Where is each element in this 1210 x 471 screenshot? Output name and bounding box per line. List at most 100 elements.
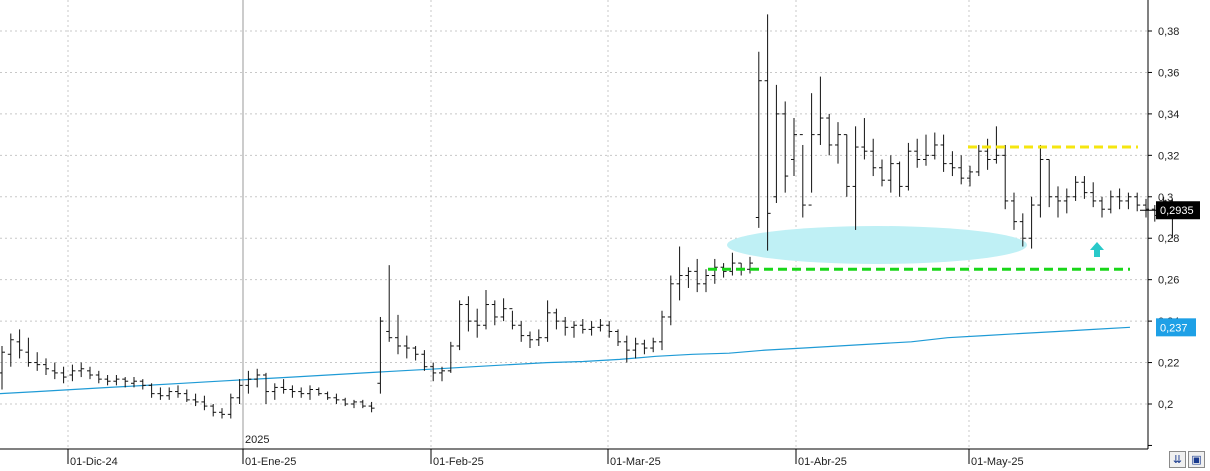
ohlc-bar (51, 362, 58, 380)
annotations-front (708, 145, 1138, 271)
ohlc-bar (535, 329, 542, 346)
ohlc-bar (271, 383, 278, 400)
ohlc-bar (359, 399, 366, 409)
ohlc-bar (315, 387, 322, 396)
x-tick-label: 01-Abr-25 (798, 456, 847, 468)
ohlc-bar (623, 335, 630, 363)
ohlc-bar (1090, 182, 1097, 208)
y-tick-label: 0,38 (1158, 26, 1179, 38)
x-tick-label: 01-Feb-25 (433, 456, 484, 468)
ohlc-bar (1099, 196, 1105, 218)
ohlc-bar (1116, 188, 1123, 210)
year-marker-label: 2025 (245, 434, 269, 446)
ohlc-bar (395, 314, 401, 355)
ohlc-bar (78, 362, 85, 378)
ohlc-bar (368, 401, 375, 413)
ohlc-bars (0, 14, 1185, 419)
ohlc-bar (861, 118, 868, 160)
ohlc-bar (755, 51, 762, 228)
ohlc-bar (791, 118, 797, 177)
ohlc-bar (95, 370, 102, 384)
ohlc-bar (782, 101, 789, 193)
moving-average-line (0, 326, 1131, 395)
ohlc-bar (500, 298, 507, 322)
save-button[interactable]: ▣ (1188, 451, 1205, 468)
ohlc-bar (1002, 144, 1009, 210)
ohlc-bar (139, 379, 146, 390)
ohlc-bar (210, 404, 217, 417)
ohlc-bar (377, 316, 384, 394)
ohlc-bar (931, 132, 938, 160)
ohlc-bar (34, 352, 41, 371)
ohlc-bar (1055, 186, 1061, 218)
ohlc-bar (940, 134, 947, 172)
ohlc-bar (148, 383, 155, 398)
ohlc-bar (667, 275, 674, 326)
ohlc-bar (0, 345, 5, 390)
ohlc-bar (729, 252, 736, 276)
ohlc-bar (183, 389, 190, 402)
ohlc-bar (1072, 176, 1079, 201)
ohlc-bar (958, 155, 965, 185)
ohlc-bar (703, 269, 709, 293)
last-price-label: 0,2935 (1160, 205, 1194, 217)
y-tick-label: 0,2 (1158, 399, 1173, 411)
ohlc-bar (236, 379, 243, 404)
ohlc-bar (307, 385, 313, 400)
ohlc-bar (588, 321, 595, 336)
x-tick-label: 01-Mar-25 (610, 456, 661, 468)
ohlc-bar (298, 387, 305, 398)
ohlc-bar (69, 364, 76, 382)
up-arrow-icon (1090, 242, 1104, 257)
ohlc-bar (25, 337, 32, 367)
ohlc-bar (879, 159, 885, 187)
ohlc-bar (386, 265, 393, 342)
ohlc-bar (1107, 190, 1114, 214)
ohlc-bar (615, 329, 621, 346)
ohlc-bar (773, 84, 780, 203)
ohlc-bar (579, 319, 586, 334)
ohlc-bar (465, 296, 472, 332)
ohlc-bar (808, 93, 815, 206)
ohlc-bar (474, 308, 481, 338)
ohlc-bar (175, 385, 181, 398)
ohlc-bar (659, 310, 665, 351)
ohlc-bar (711, 258, 718, 284)
chevrons-down-icon: ⇊ (1172, 453, 1183, 466)
ohlc-bar (835, 122, 841, 164)
ohlc-bar (1011, 192, 1017, 230)
ohlc-bar (817, 76, 824, 145)
ohlc-bar (439, 366, 445, 382)
ohlc-bar (553, 308, 560, 330)
y-tick-label: 0,22 (1158, 358, 1179, 370)
ohlc-bar (1046, 158, 1053, 208)
ohlc-bar (219, 408, 225, 419)
ohlc-bar (694, 258, 701, 293)
y-tick-label: 0,32 (1158, 150, 1179, 162)
ohlc-bar (333, 393, 340, 404)
ohlc-bar (984, 138, 991, 170)
ohlc-bar (826, 113, 833, 156)
zoom-toggle-button[interactable]: ⇊ (1169, 451, 1186, 468)
ohlc-bar (843, 134, 850, 197)
ohlc-bar (456, 300, 463, 351)
ohlc-bar (676, 246, 683, 301)
ohlc-bar (527, 331, 533, 349)
ohlc-bar (764, 14, 771, 251)
ohlc-bar (113, 374, 120, 386)
ohlc-bar (131, 377, 137, 388)
ohlc-bar (887, 155, 894, 193)
ohlc-bar (914, 138, 921, 168)
ohlc-bar (852, 126, 859, 230)
ohlc-bar (632, 337, 639, 359)
ohlc-bar (60, 366, 67, 384)
y-tick-label: 0,28 (1158, 233, 1179, 245)
last-price-badge (1156, 201, 1200, 220)
ohlc-bar (430, 362, 437, 382)
ohlc-bar (87, 366, 93, 380)
ohlc-bar (993, 126, 1000, 164)
y-tick-label: 0,26 (1158, 275, 1179, 287)
ohlc-bar (870, 138, 877, 177)
ohlc-bar (1037, 144, 1044, 218)
ohlc-bar (192, 393, 199, 407)
